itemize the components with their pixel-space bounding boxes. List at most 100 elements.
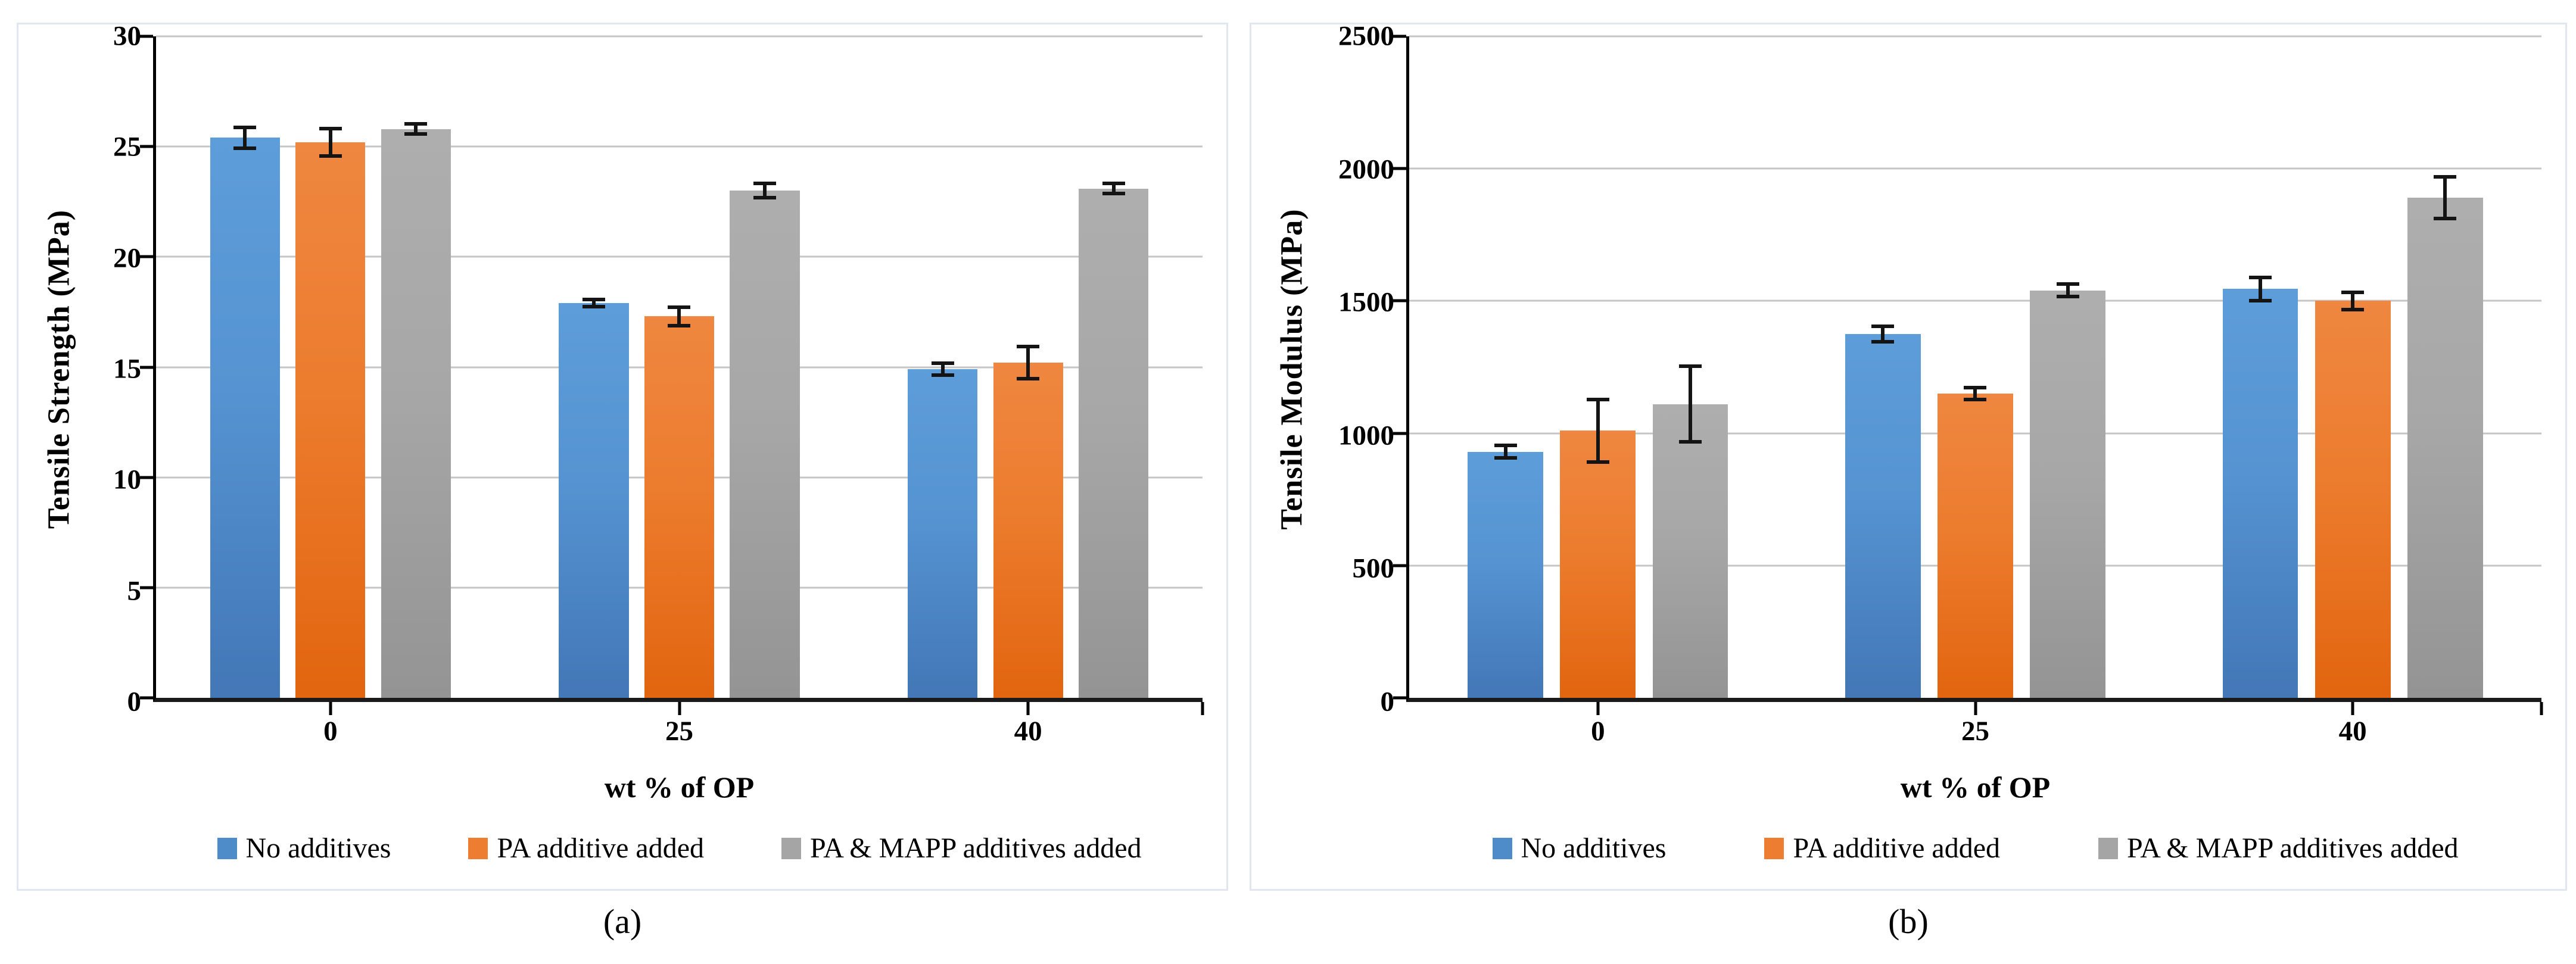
bar (908, 369, 978, 698)
bar (1079, 188, 1149, 698)
error-bar-cap-bottom (1017, 376, 1040, 380)
error-bar-cap-bottom (319, 154, 342, 158)
bar (2407, 198, 2483, 698)
x-axis-tick (1026, 702, 1030, 715)
error-bar-cap-bottom (582, 305, 605, 309)
y-axis-tick (1393, 432, 1406, 435)
error-bar-line (1596, 397, 1600, 464)
error-bar-cap-top (668, 305, 691, 309)
legend-label: No additives (245, 832, 391, 864)
error-bar-cap-bottom (2056, 294, 2079, 298)
error-bar-cap-bottom (931, 373, 954, 378)
error-bar-line (591, 297, 596, 309)
chart-area-b: Tensile Modulus (MPa) 0 500 1000 1500 2000 25… (1268, 22, 2543, 716)
y-axis-title-wrap: Tensile Modulus (MPa) (1268, 36, 1316, 702)
y-axis-tick-label: 1500 (1338, 286, 1394, 318)
y-axis-tick (1393, 696, 1406, 700)
error-bar-line (2066, 282, 2070, 298)
gridline (156, 145, 1203, 148)
error-bar-cap-top (753, 182, 776, 186)
error-bar-line (2443, 175, 2447, 220)
error-bar-cap-top (2248, 276, 2272, 280)
y-axis-tick-labels: 0 500 1000 1500 2000 2500 (1316, 22, 1406, 716)
category-cell (854, 36, 1203, 698)
y-axis-tick (1393, 299, 1406, 302)
error-bar-cap-top (931, 361, 954, 366)
error-bar-line (243, 126, 247, 150)
legend-label: PA & MAPP additives added (2127, 832, 2459, 864)
caption-row: (a) (b) (0, 901, 2576, 941)
error-bar-cap-bottom (1586, 460, 1609, 464)
error-bar-line (677, 305, 681, 327)
error-bar-line (1111, 182, 1116, 195)
legend-label: No additives (1521, 832, 1667, 864)
y-axis-tick-label: 30 (113, 20, 141, 52)
bar (2222, 289, 2298, 698)
legend-item-no-additives: No additives (217, 832, 391, 865)
y-axis-tick-label: 0 (1380, 686, 1395, 717)
error-bar-cap-bottom (2341, 308, 2365, 312)
gridline (1409, 35, 2541, 38)
x-axis-tick (329, 702, 332, 715)
error-bar-line (328, 126, 332, 158)
y-axis-tick-label: 1000 (1338, 420, 1394, 451)
bar (993, 363, 1063, 698)
error-bar-line (1881, 325, 1885, 344)
legend-label: PA & MAPP additives added (810, 832, 1142, 864)
y-axis-tick-label: 2000 (1338, 154, 1394, 185)
legend-label: PA additive added (497, 832, 704, 864)
y-axis-title-wrap: Tensile Strength (MPa) (35, 36, 83, 702)
error-bar-line (414, 122, 418, 136)
error-bar-cap-bottom (1964, 398, 1987, 402)
panel-tensile-modulus: Tensile Modulus (MPa) 0 500 1000 1500 2000 25… (1250, 22, 2567, 891)
legend-item-no-additives: No additives (1492, 832, 1667, 865)
category-cell (156, 36, 505, 698)
x-axis-tick (2351, 702, 2354, 715)
figure: Tensile Strength (MPa) 0 5 10 15 20 25 30 0 25 4… (17, 22, 2567, 891)
y-axis-tick (140, 476, 153, 479)
y-axis-tick-label: 5 (127, 575, 142, 607)
error-bar-line (2351, 290, 2355, 312)
error-bar-cap-bottom (233, 146, 257, 150)
error-bar-cap-top (1102, 182, 1125, 186)
x-axis-tick-label: 25 (665, 716, 693, 747)
error-bar-cap-top (2341, 290, 2365, 294)
error-bar-cap-top (1964, 385, 1987, 389)
x-axis-tick-labels: 0 25 40 (1409, 702, 2541, 762)
y-axis-tick (140, 255, 153, 258)
y-axis-tick-labels: 0 5 10 15 20 25 30 (83, 22, 153, 716)
bar (1845, 333, 1921, 698)
panel-tensile-strength: Tensile Strength (MPa) 0 5 10 15 20 25 30 0 25 4… (17, 22, 1228, 891)
error-bar-cap-top (1586, 397, 1609, 401)
x-axis-tick-label: 0 (1591, 716, 1605, 747)
bar (295, 142, 366, 698)
x-axis-title: wt % of OP (604, 770, 755, 804)
y-axis-title: Tensile Modulus (MPa) (1275, 208, 1309, 530)
y-axis-tick-label: 0 (127, 686, 142, 717)
x-axis-end-tick (1201, 702, 1204, 715)
gridline (1409, 167, 2541, 170)
y-axis-tick-label: 15 (113, 353, 141, 385)
y-axis-tick (1393, 35, 1406, 38)
legend-swatch-orange-icon (468, 837, 488, 859)
x-axis-tick-label: 0 (323, 716, 338, 747)
error-bar-line (762, 182, 767, 200)
bar (730, 191, 800, 698)
gridline (1409, 300, 2541, 302)
error-bar-cap-top (319, 126, 342, 130)
legend-swatch-orange-icon (1764, 837, 1784, 859)
x-axis-tick (678, 702, 681, 715)
gridline (156, 35, 1203, 38)
y-axis-tick-label: 25 (113, 131, 141, 163)
y-axis-tick (140, 696, 153, 700)
legend-item-pa-additive: PA additive added (468, 832, 704, 865)
y-axis-tick (140, 586, 153, 589)
legend: No additives PA additive added PA & MAPP… (1409, 832, 2541, 865)
plot-area (1393, 35, 2543, 715)
legend-item-pa-mapp-additives: PA & MAPP additives added (781, 832, 1142, 865)
legend-swatch-gray-icon (2098, 837, 2118, 859)
error-bar-cap-top (1679, 364, 1702, 369)
y-axis-tick (1393, 167, 1406, 170)
y-axis-tick (140, 145, 153, 148)
error-bar-cap-bottom (1494, 456, 1517, 460)
